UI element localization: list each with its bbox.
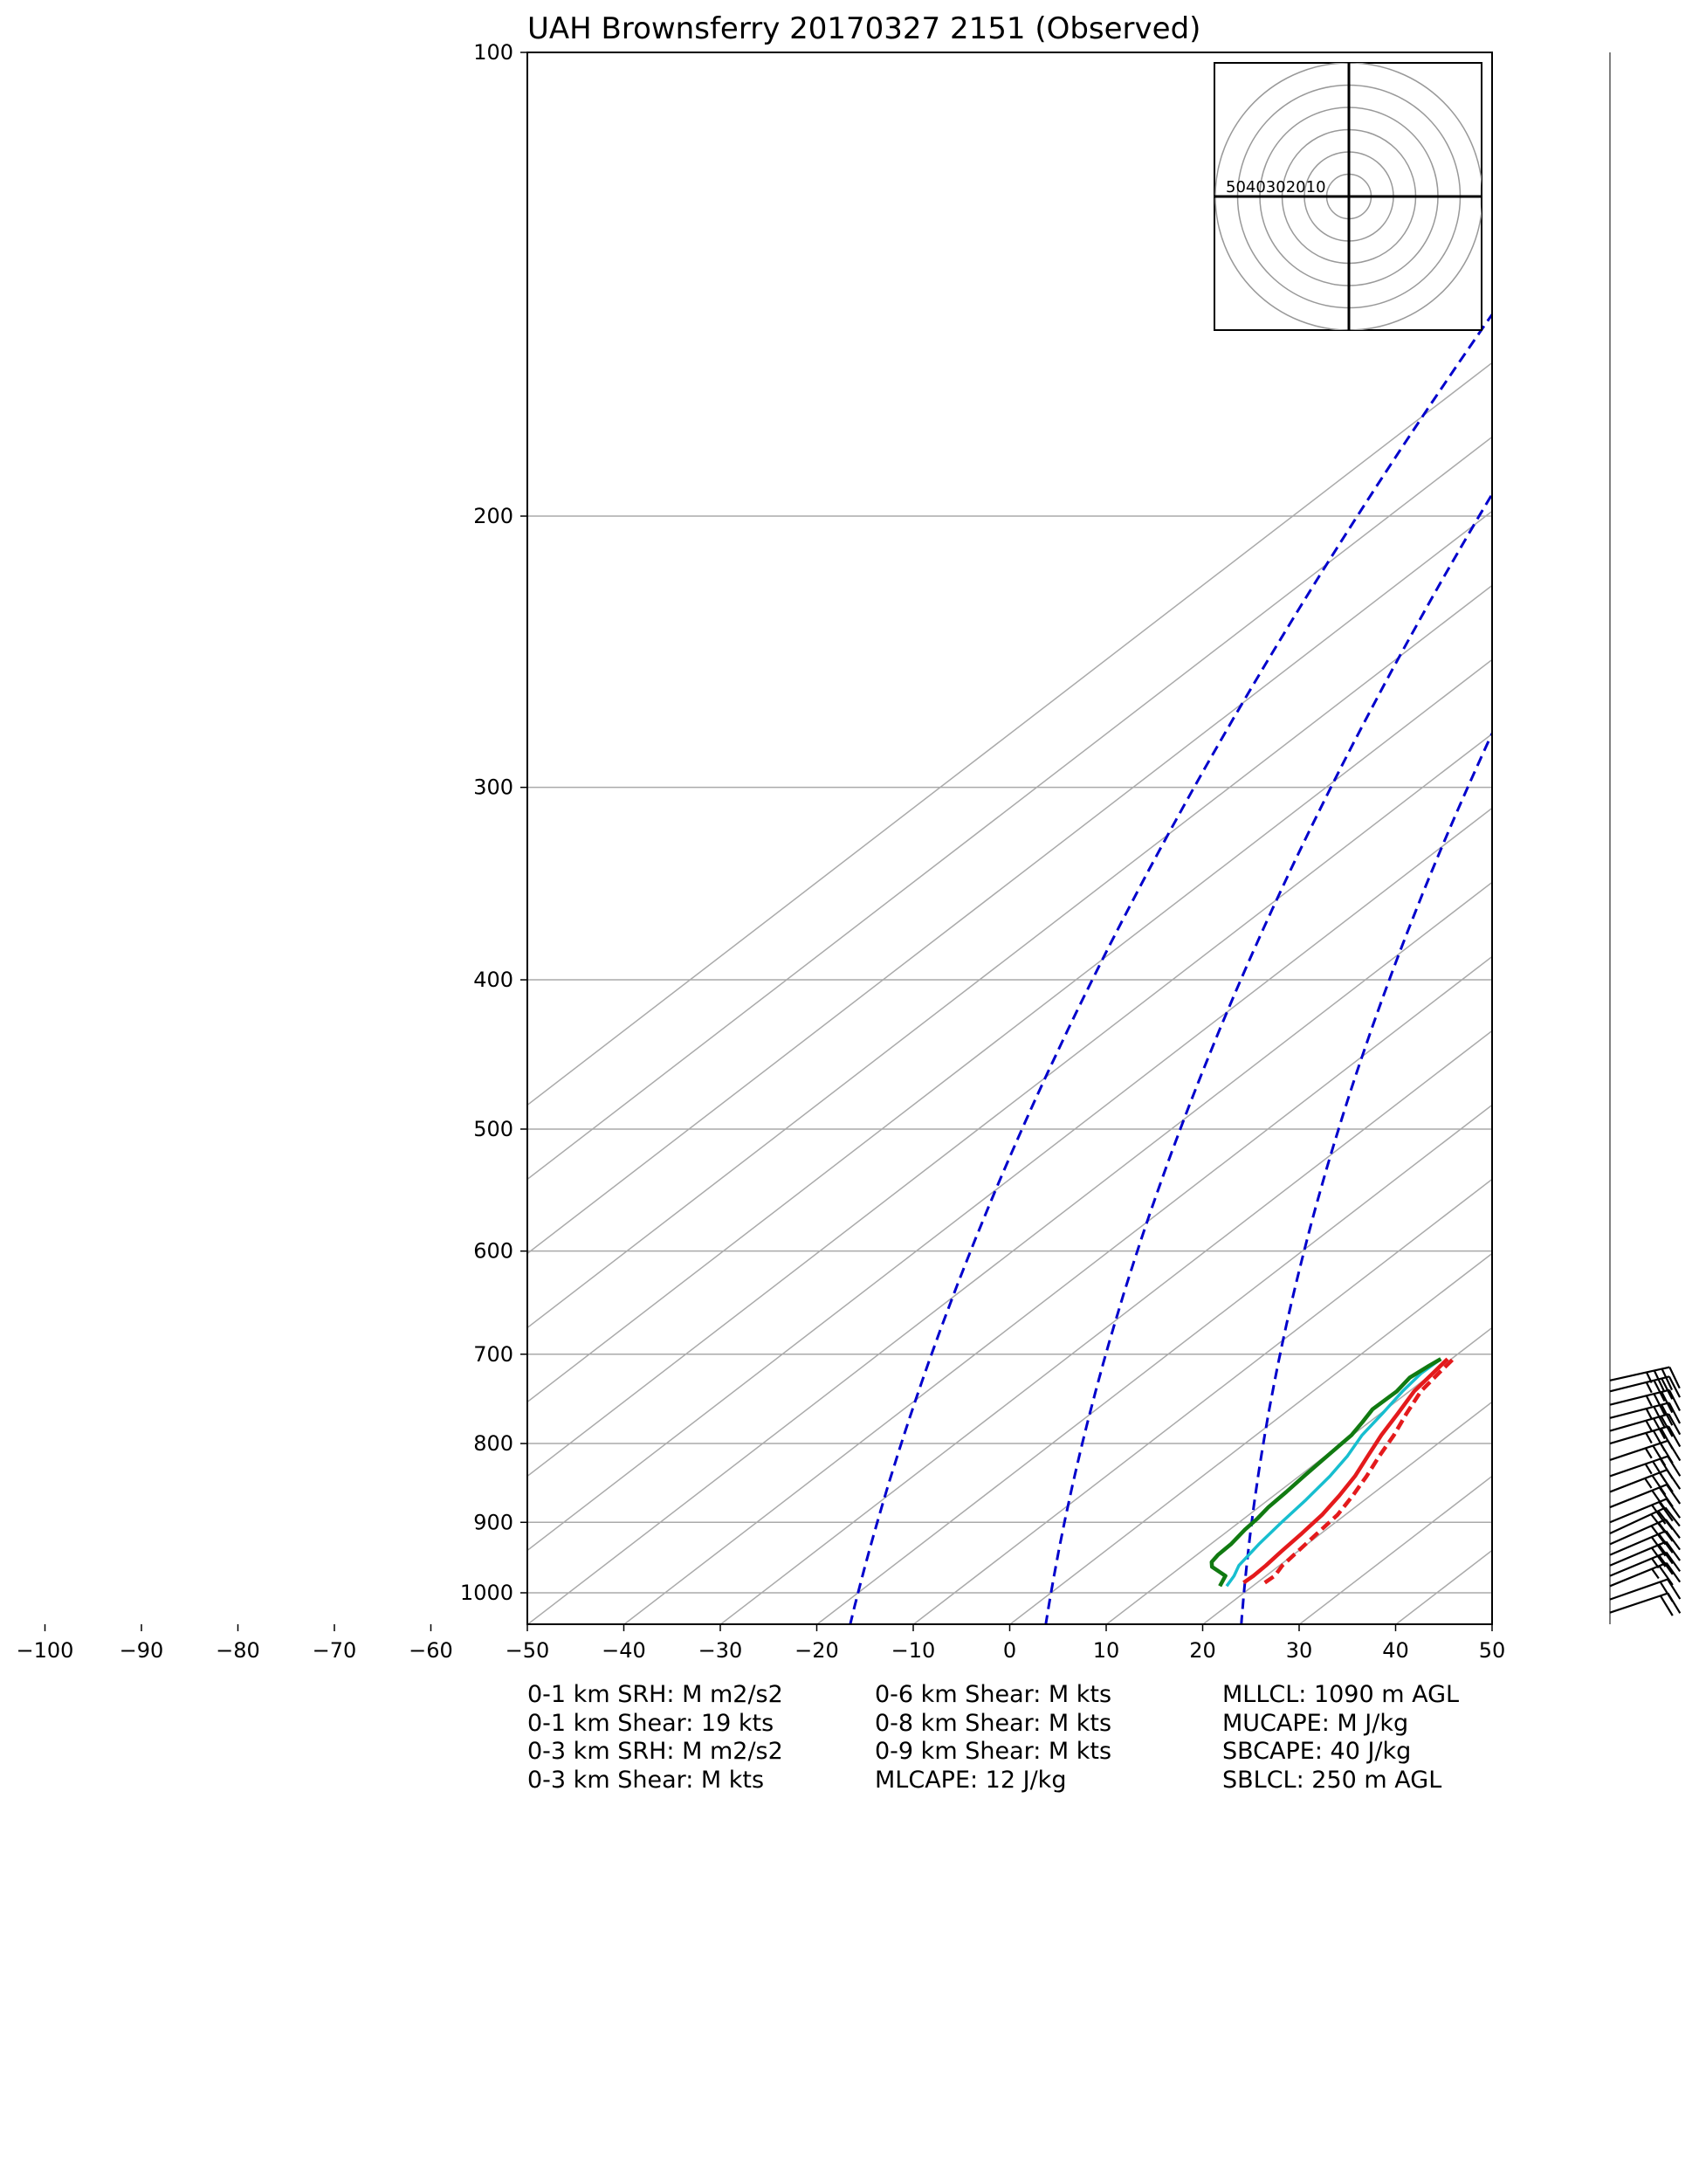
wind-barb	[1609, 1540, 1682, 1567]
isotherm-line	[527, 362, 1492, 1106]
x-tick-label: 50	[1479, 1638, 1506, 1663]
x-tick-label: 30	[1286, 1638, 1313, 1663]
stat-srh-0-1km: 0-1 km SRH: M m2/s2	[527, 1681, 783, 1708]
isotherm-line	[623, 955, 1492, 1624]
stat-srh-0-3km: 0-3 km SRH: M m2/s2	[527, 1738, 783, 1765]
dewpoint-line	[1209, 1357, 1442, 1588]
isotherm-line	[527, 881, 1492, 1624]
chart-title: UAH Brownsferry 20170327 2151 (Observed)	[527, 11, 1200, 46]
stats-column-3: MLLCL: 1090 m AGL MUCAPE: M J/kg SBCAPE:…	[1222, 1681, 1459, 1795]
x-tick-label: 40	[1382, 1638, 1409, 1663]
isotherm-line	[912, 1178, 1492, 1624]
y-tick-label: 600	[473, 1239, 513, 1264]
y-tick-label: 500	[473, 1117, 513, 1141]
isotherm-line	[527, 733, 1492, 1478]
wind-barb	[1609, 1578, 1682, 1602]
y-tick-label: 800	[473, 1431, 513, 1456]
isotherm-line	[527, 436, 1492, 1181]
isotherm-line	[815, 1104, 1492, 1624]
stat-sblcl: SBLCL: 250 m AGL	[1222, 1766, 1442, 1794]
temperature-line	[1242, 1357, 1449, 1585]
stats-column-2: 0-6 km Shear: M kts 0-8 km Shear: M kts …	[875, 1681, 1111, 1795]
x-tick-label: −50	[506, 1638, 550, 1663]
x-tick-label: −40	[602, 1638, 646, 1663]
stat-shear-0-1km: 0-1 km Shear: 19 kts	[527, 1709, 774, 1737]
hodograph-ring-labels: 5040302010	[1226, 178, 1326, 196]
x-tick-label: 20	[1189, 1638, 1216, 1663]
stat-mucape: MUCAPE: M J/kg	[1222, 1709, 1409, 1737]
isotherm-line	[527, 807, 1492, 1552]
wetbulb-line	[1225, 1357, 1442, 1588]
y-tick-label: 900	[473, 1510, 513, 1534]
stat-shear-0-3km: 0-3 km Shear: M kts	[527, 1766, 765, 1794]
stat-sbcape: SBCAPE: 40 J/kg	[1222, 1738, 1412, 1765]
x-tick-label: 0	[1003, 1638, 1016, 1663]
stat-shear-0-8km: 0-8 km Shear: M kts	[875, 1709, 1112, 1737]
wind-barb	[1609, 1366, 1681, 1393]
x-tick-label: −60	[409, 1638, 453, 1663]
x-tick-label: −70	[313, 1638, 357, 1663]
isotherm-line	[1008, 1252, 1492, 1624]
stat-mllcl: MLLCL: 1090 m AGL	[1222, 1681, 1460, 1708]
x-tick-label: −20	[794, 1638, 839, 1663]
stat-mlcape: MLCAPE: 12 J/kg	[875, 1766, 1067, 1794]
hodograph: 5040302010	[1214, 62, 1482, 331]
x-tick-label: 10	[1093, 1638, 1120, 1663]
virtual-temperature-line	[1263, 1357, 1455, 1585]
x-tick-label: −80	[216, 1638, 260, 1663]
wind-barb	[1609, 1375, 1682, 1402]
x-tick-label: −10	[891, 1638, 936, 1663]
isotherm-line	[719, 1030, 1492, 1624]
dry-adiabat-line	[1044, 492, 1492, 1624]
stat-shear-0-6km: 0-6 km Shear: M kts	[875, 1681, 1112, 1708]
y-tick-label: 200	[473, 504, 513, 528]
stat-shear-0-9km: 0-9 km Shear: M kts	[875, 1738, 1112, 1765]
y-tick-label: 1000	[460, 1581, 513, 1605]
wind-barb	[1609, 1530, 1681, 1557]
y-tick-label: 100	[473, 40, 513, 65]
dry-adiabat-line	[849, 312, 1492, 1624]
isotherm-line	[527, 510, 1492, 1255]
x-tick-label: −90	[120, 1638, 164, 1663]
dry-adiabat-line	[1240, 730, 1492, 1624]
y-tick-label: 400	[473, 968, 513, 992]
y-tick-label: 300	[473, 775, 513, 800]
y-tick-label: 700	[473, 1342, 513, 1367]
wind-barbs	[1609, 52, 1682, 1624]
stats-column-1: 0-1 km SRH: M m2/s2 0-1 km Shear: 19 kts…	[527, 1681, 783, 1795]
isotherm-line	[527, 658, 1492, 1403]
isotherm-line	[527, 584, 1492, 1329]
x-tick-label: −30	[698, 1638, 743, 1663]
x-tick-label: −100	[17, 1638, 74, 1663]
